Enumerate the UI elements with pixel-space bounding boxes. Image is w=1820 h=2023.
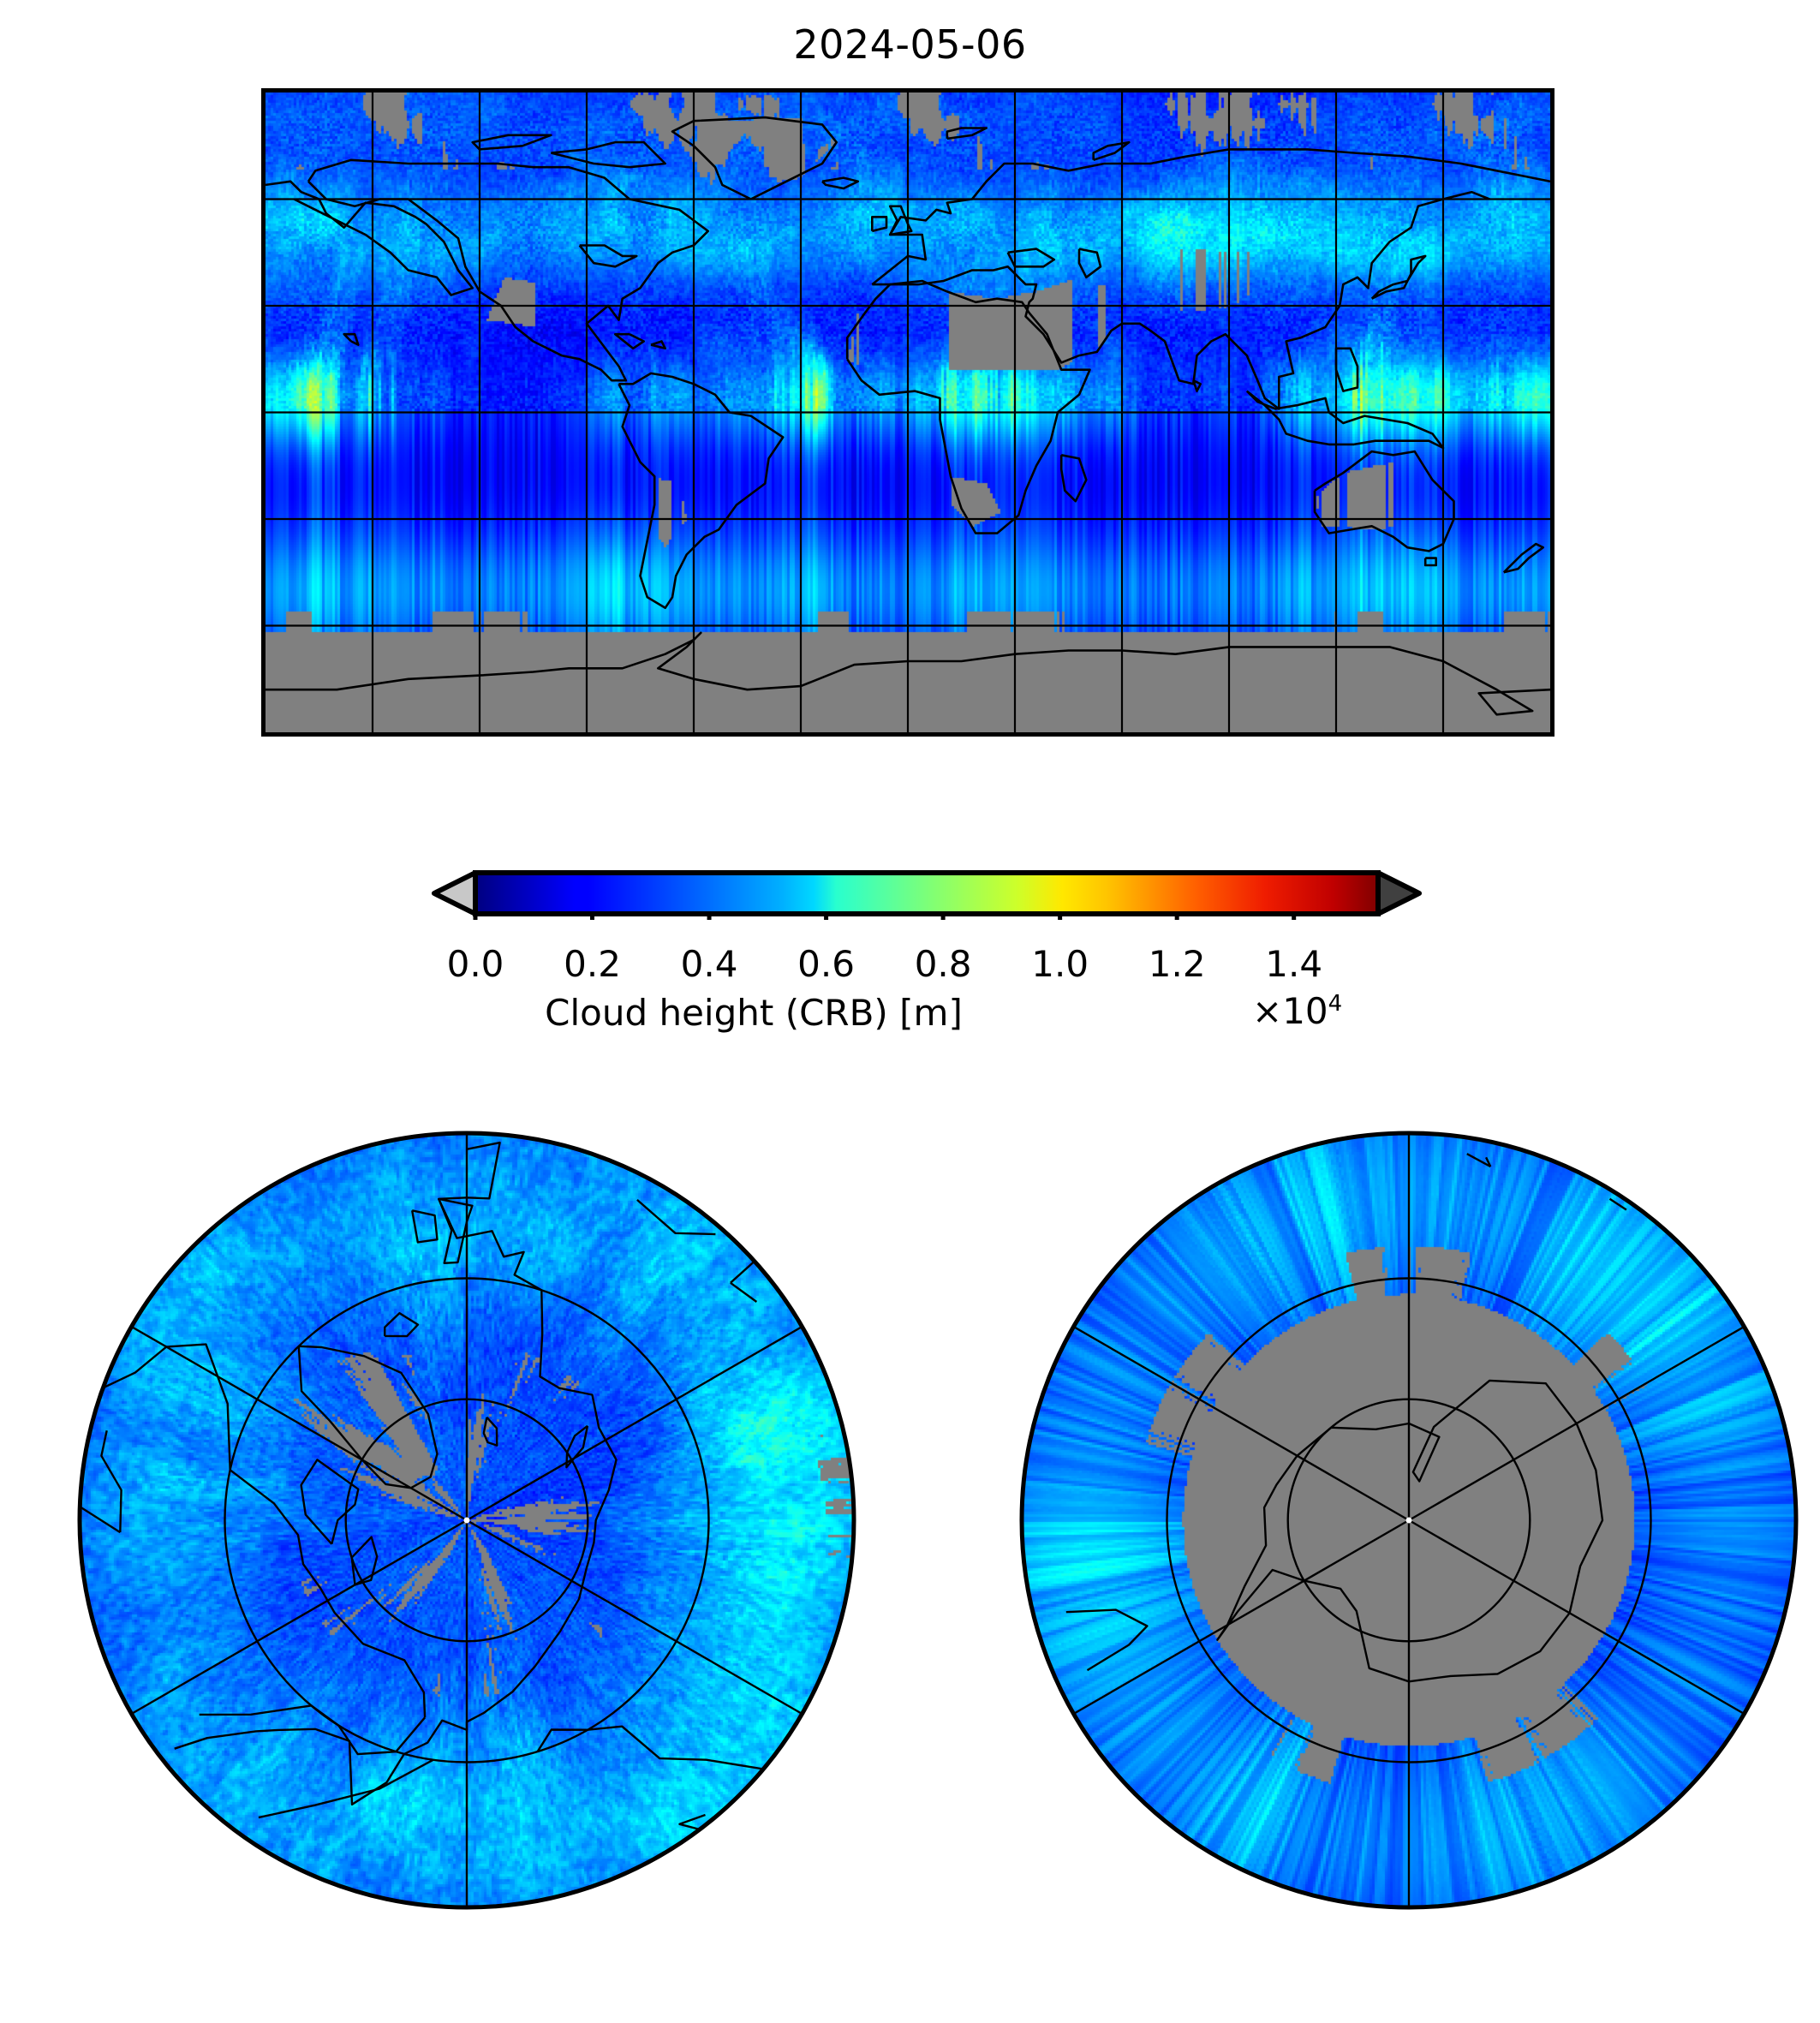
south-pole-marker (1405, 1517, 1412, 1524)
colorbar-tick-label: 1.2 (1148, 943, 1206, 985)
colorbar: 0.0 0.2 0.4 0.6 0.8 1.0 1.2 1.4 Cloud height (C… (0, 863, 1820, 1043)
north-polar-coastlines (79, 1141, 764, 1831)
colorbar-offset-prefix: ×10 (1252, 990, 1328, 1032)
north-polar-cloud-height-map (60, 1113, 874, 1927)
north-polar-coastline-graticule (77, 1131, 856, 1910)
north-polar-boundary (77, 1131, 856, 1910)
colorbar-tick-label: 0.4 (680, 943, 738, 985)
colorbar-gradient (430, 867, 1423, 920)
colorbar-tick-labels: 0.0 0.2 0.4 0.6 0.8 1.0 1.2 1.4 (430, 944, 1423, 988)
colorbar-axis-label: Cloud height (CRB) [m] (545, 992, 963, 1034)
colorbar-bar (473, 870, 1381, 916)
colorbar-tick-label: 0.6 (797, 943, 855, 985)
south-polar-boundary (1019, 1131, 1799, 1910)
global-graticule (266, 92, 1550, 732)
page-title: 2024-05-06 (793, 21, 1027, 68)
colorbar-tick-label: 0.2 (564, 943, 621, 985)
north-polar-graticule (130, 1133, 803, 1907)
global-coastlines (266, 116, 1550, 716)
colorbar-ticks (473, 914, 1297, 920)
colorbar-tick-label: 0.8 (914, 943, 972, 985)
global-map-coastline-graticule (266, 92, 1550, 732)
south-polar-cloud-height-map (1002, 1113, 1816, 1927)
north-pole-marker (463, 1517, 470, 1524)
colorbar-tick-label: 1.0 (1031, 943, 1089, 985)
colorbar-extend-under-arrow (432, 870, 478, 916)
south-polar-coastline-graticule (1019, 1131, 1799, 1910)
colorbar-tick-label: 1.4 (1265, 943, 1323, 985)
colorbar-offset-exponent: ×104 (1252, 990, 1342, 1033)
colorbar-offset-power: 4 (1328, 991, 1343, 1017)
colorbar-tick-label: 0.0 (446, 943, 504, 985)
global-cloud-height-map (261, 88, 1554, 737)
colorbar-extend-over-arrow (1375, 870, 1422, 916)
south-polar-coastlines (1065, 1153, 1627, 1683)
